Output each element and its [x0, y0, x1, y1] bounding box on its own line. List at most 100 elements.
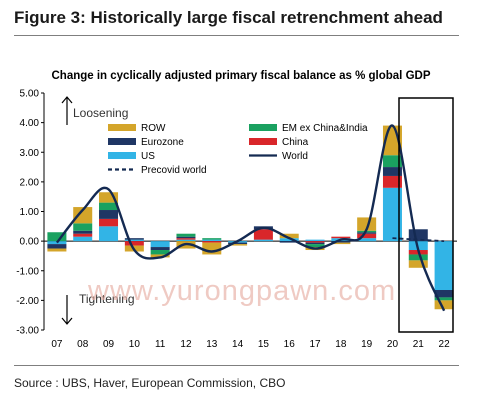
bar-segment: [408, 254, 428, 261]
bar-segment: [357, 238, 377, 242]
bar-segment: [202, 239, 222, 242]
bar-segment: [150, 241, 170, 248]
y-tick-label: 0.00: [20, 237, 40, 248]
up-arrow-head: [61, 96, 73, 104]
bar-segment: [150, 250, 170, 255]
bar-segment: [382, 175, 402, 188]
bar-segment: [331, 236, 351, 239]
bar-segment: [73, 223, 93, 231]
legend-swatch: [249, 138, 277, 145]
title-divider: [14, 35, 459, 36]
tightening-annotation: Tightening: [61, 292, 135, 325]
x-tick-label: 12: [180, 339, 192, 350]
bar-segment: [357, 232, 377, 234]
precovid-world-line: [392, 237, 445, 243]
x-tick-label: 13: [206, 339, 218, 350]
legend-label: Eurozone: [141, 137, 184, 148]
bar-segment: [99, 226, 119, 242]
bar-segment: [228, 242, 248, 245]
y-tick-label: -1.00: [16, 266, 39, 277]
y-tick-label: -2.00: [16, 296, 39, 307]
bar-segment: [357, 217, 377, 231]
x-tick-label: 19: [361, 339, 373, 350]
bar-segment: [305, 241, 325, 243]
x-tick-label: 21: [413, 339, 425, 350]
bar-segment: [73, 230, 93, 234]
x-tick-label: 10: [129, 339, 141, 350]
legend-label: US: [141, 151, 155, 162]
bar-segment: [124, 238, 144, 240]
bar-segment: [331, 242, 351, 245]
y-tick-label: -3.00: [16, 326, 39, 337]
loosening-annotation: Loosening: [61, 96, 128, 125]
bar-segment: [408, 229, 428, 242]
bar-segment: [99, 210, 119, 219]
source-note: Source : UBS, Haver, European Commission…: [14, 376, 286, 390]
bar-segment: [150, 254, 170, 258]
watermark: www.yurongpawn.com: [87, 275, 396, 307]
bar-segment: [99, 192, 119, 203]
bar-segment: [202, 241, 222, 243]
source-divider: [14, 365, 459, 366]
bar-segment: [124, 239, 144, 242]
legend-label: China: [282, 137, 309, 148]
tightening-label: Tightening: [79, 292, 135, 306]
x-tick-label: 20: [387, 339, 399, 350]
bar-segment: [357, 233, 377, 239]
down-arrow-head: [61, 317, 73, 325]
bar-segment: [305, 242, 325, 245]
y-tick-label: 5.00: [20, 89, 40, 100]
legend-label: World: [282, 151, 308, 162]
y-axis: 5.00 4.00 3.00 2.00 1.00 0.00 -1.00 -2.00 -3.00: [16, 89, 45, 337]
y-tick-label: 1.00: [20, 207, 40, 218]
bar-segment: [176, 238, 196, 240]
x-tick-label: 09: [103, 339, 115, 350]
x-tick-label: 08: [77, 339, 89, 350]
bar-segment: [434, 290, 454, 298]
bar-segment: [73, 233, 93, 237]
y-tick-label: 2.00: [20, 177, 40, 188]
legend-swatch: [108, 138, 136, 145]
x-tick-label: 22: [439, 339, 451, 350]
bar-segment: [176, 236, 196, 239]
x-tick-label: 14: [232, 339, 244, 350]
bar-segment: [150, 247, 170, 251]
chart-title: Change in cyclically adjusted primary fi…: [51, 70, 430, 82]
bar-segment: [228, 244, 248, 246]
highlight-box: [398, 97, 454, 333]
bar-segment: [382, 155, 402, 168]
bar-segment: [382, 167, 402, 176]
legend-label: Precovid world: [141, 165, 207, 176]
y-tick-label: 4.00: [20, 118, 40, 129]
legend-swatch: [108, 152, 136, 159]
bar-segment: [73, 236, 93, 242]
x-tick-label: 15: [258, 339, 270, 350]
bar-segment: [408, 260, 428, 268]
bar-segment: [253, 229, 273, 240]
bar-segment: [99, 202, 119, 211]
x-tick-label: 11: [155, 339, 166, 350]
bar-segment: [305, 239, 325, 242]
world-line: [55, 124, 446, 312]
legend-label: ROW: [141, 123, 166, 134]
x-tick-label: 17: [309, 339, 321, 350]
bar-segment: [47, 244, 67, 249]
bar-segment: [253, 239, 273, 242]
bar-segment: [73, 207, 93, 224]
bar-segment: [202, 242, 222, 255]
bar-segment: [279, 233, 299, 239]
legend-label: EM ex China&India: [282, 123, 368, 134]
loosening-label: Loosening: [73, 106, 128, 120]
bar-segment: [434, 241, 454, 291]
legend-swatch: [249, 124, 277, 131]
bar-segment: [331, 241, 351, 243]
bar-segment: [202, 238, 222, 240]
bar-segment: [99, 218, 119, 227]
bar-segment: [47, 248, 67, 252]
x-tick-label: 16: [284, 339, 296, 350]
line-group: [55, 124, 446, 312]
bar-segment: [124, 241, 144, 246]
bar-segment: [279, 241, 299, 243]
y-tick-label: 3.00: [20, 148, 40, 159]
